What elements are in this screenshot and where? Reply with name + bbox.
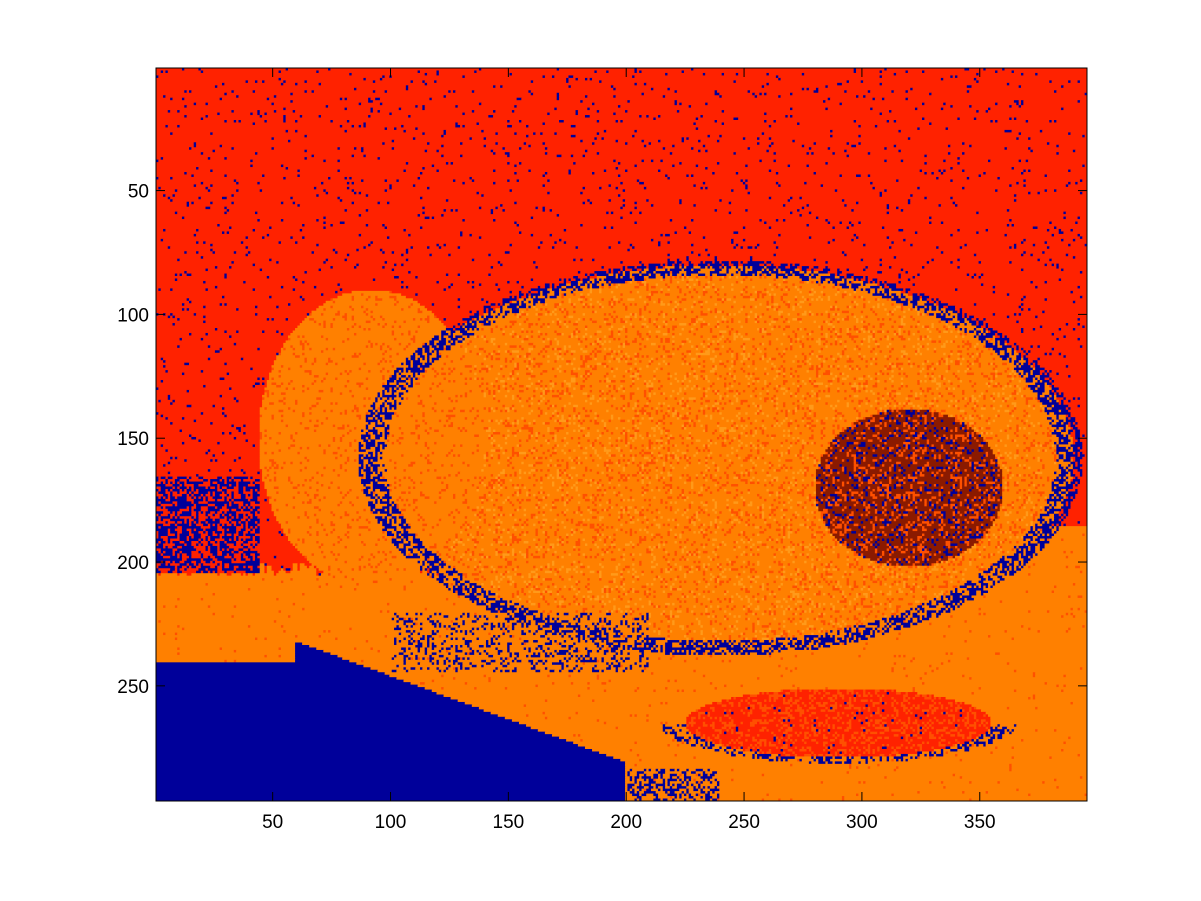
y-axis: 50 100 150 200 250 xyxy=(117,182,1087,698)
x-tick-label: 150 xyxy=(493,812,525,833)
x-tick-label: 350 xyxy=(964,812,996,833)
x-tick-label: 200 xyxy=(610,812,642,833)
y-tick-label: 150 xyxy=(117,429,149,450)
axes-box xyxy=(155,67,1088,802)
x-tick-label: 250 xyxy=(728,812,760,833)
y-tick-label: 250 xyxy=(117,677,149,698)
y-tick-label: 100 xyxy=(117,305,149,326)
y-tick-label: 200 xyxy=(117,553,149,574)
x-tick-label: 100 xyxy=(375,812,407,833)
y-tick-label: 50 xyxy=(128,182,149,203)
heatmap-image xyxy=(156,68,1087,801)
x-tick-label: 50 xyxy=(262,812,283,833)
x-axis: 50 100 150 200 250 300 350 xyxy=(262,68,996,833)
x-tick-label: 300 xyxy=(846,812,878,833)
